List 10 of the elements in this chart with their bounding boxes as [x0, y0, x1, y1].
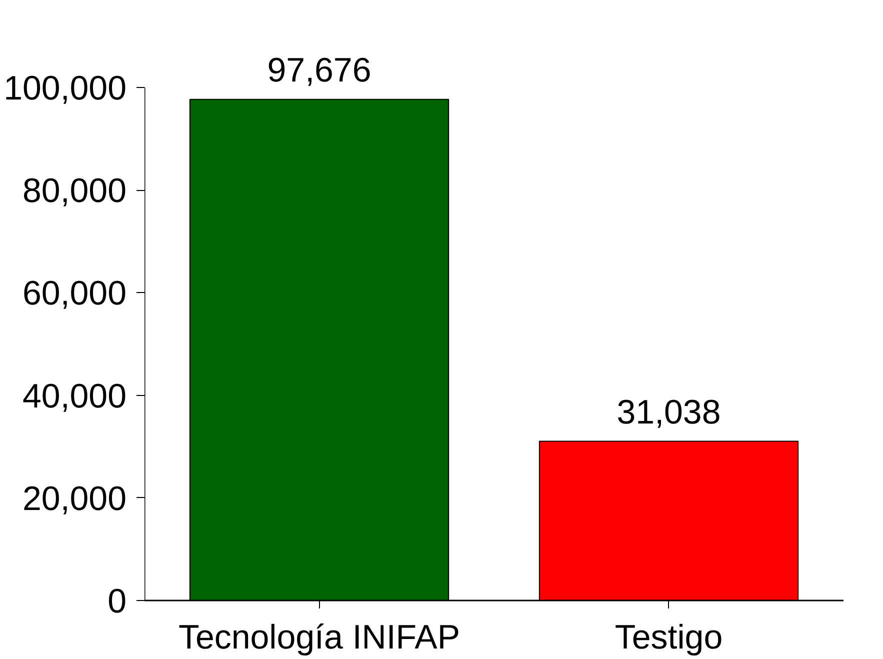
y-tick-label: 20,000 — [22, 480, 127, 518]
y-tick-label: 100,000 — [4, 69, 127, 108]
x-tick-label: Tecnología INIFAP — [178, 618, 460, 656]
data-label: 31,038 — [616, 393, 721, 432]
y-tick-label: 60,000 — [22, 274, 127, 313]
y-tick-label: 80,000 — [22, 172, 127, 210]
y-tick-label: 40,000 — [22, 377, 127, 416]
y-tick-label: 0 — [108, 582, 127, 620]
x-tick-label: Testigo — [614, 618, 723, 656]
data-label: 97,676 — [267, 51, 372, 90]
